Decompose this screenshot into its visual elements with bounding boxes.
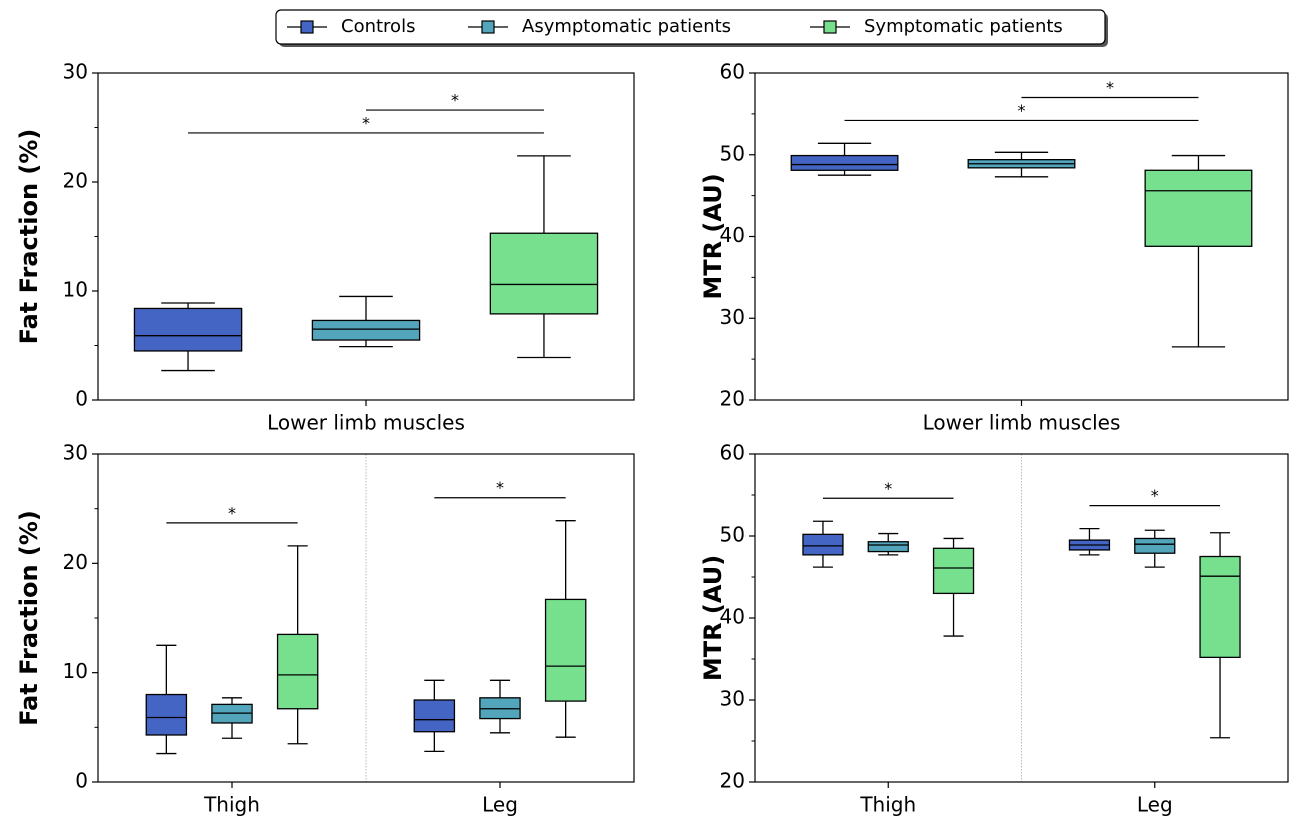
box [1134,537,1176,554]
y-tick-label: 30 [720,687,745,711]
box [1199,555,1241,659]
y-tick-label: 50 [720,141,745,165]
y-axis-label: MTR (AU) [699,555,727,681]
box [802,533,844,556]
box [932,547,975,595]
y-tick-label: 20 [720,387,745,411]
box [133,307,243,352]
box [489,232,599,315]
x-tick-label: Thigh [203,793,260,817]
y-tick-label: 10 [63,278,88,302]
axes-frame [97,72,635,401]
x-tick-label: Thigh [859,793,916,817]
legend-label: Controls [341,16,415,37]
significance-label: * [228,503,236,522]
box [1144,169,1253,247]
significance-label: * [362,113,370,132]
y-axis-label: Fat Fraction (%) [15,129,43,345]
box [544,598,587,702]
y-tick-label: 60 [720,441,745,465]
significance-label: * [1018,101,1026,120]
legend-marker [823,20,837,34]
box [145,693,188,736]
x-tick-label: Lower limb muscles [267,411,465,435]
box [790,154,899,171]
box [276,633,319,710]
axes-frame [754,72,1289,401]
box [867,541,909,553]
legend-label: Symptomatic patients [864,16,1063,37]
y-tick-label: 30 [720,305,745,329]
significance-label: * [451,91,459,110]
y-tick-label: 50 [720,523,745,547]
legend-frame [275,9,1106,45]
y-tick-label: 0 [75,769,88,793]
y-tick-label: 60 [720,60,745,84]
x-tick-label: Leg [482,793,518,817]
axes-frame [97,453,635,783]
box [311,319,421,341]
y-axis-label: Fat Fraction (%) [15,510,43,726]
legend-label: Asymptomatic patients [522,16,731,37]
y-tick-label: 20 [63,550,88,574]
y-tick-label: 0 [75,387,88,411]
x-tick-label: Lower limb muscles [923,411,1121,435]
y-tick-label: 20 [720,769,745,793]
y-tick-label: 30 [63,441,88,465]
y-axis-label: MTR (AU) [699,173,727,299]
axes-frame [754,453,1289,783]
y-tick-label: 30 [63,60,88,84]
legend-marker [300,20,314,34]
y-tick-label: 40 [720,223,745,247]
y-tick-label: 10 [63,659,88,683]
y-tick-label: 20 [63,169,88,193]
significance-label: * [496,478,504,497]
significance-label: * [1151,486,1159,505]
box [413,699,456,733]
x-tick-label: Leg [1137,793,1173,817]
y-tick-label: 40 [720,605,745,629]
significance-label: * [884,479,892,498]
legend-marker [481,20,495,34]
significance-label: * [1106,78,1114,97]
